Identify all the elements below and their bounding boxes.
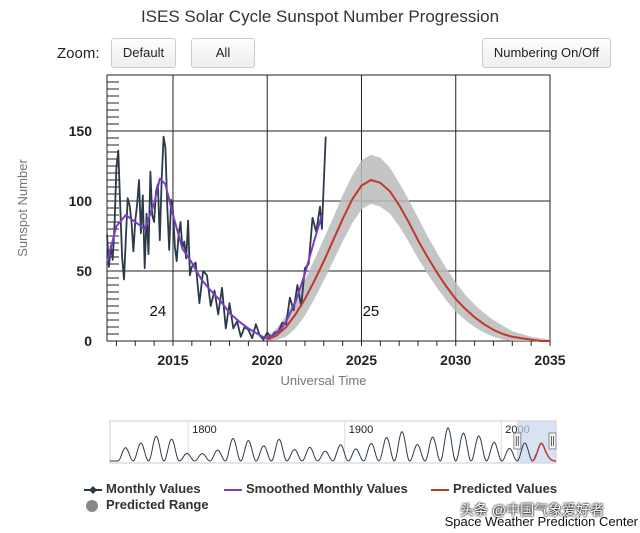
predicted-range-band <box>267 154 550 341</box>
legend-item-smoothed[interactable]: Smoothed Monthly Values <box>224 481 408 496</box>
smoothed-values-line <box>106 177 323 340</box>
axis-layer: 24 25 2015 2020 2025 2030 2035 0 50 100 150 Univers… <box>15 123 566 388</box>
navigator-tick-label: 1800 <box>192 424 216 436</box>
legend-range-label: Predicted Range <box>106 497 209 512</box>
navigator-right-handle[interactable] <box>548 432 557 450</box>
y-tick-label: 0 <box>84 333 92 349</box>
legend-predicted-line-icon <box>431 488 449 491</box>
y-tick-label: 100 <box>69 193 93 209</box>
watermark-text: 头条 @中国气象爱好者 <box>460 502 605 518</box>
legend-smoothed-label: Smoothed Monthly Values <box>246 481 408 496</box>
chart-title: ISES Solar Cycle Sunspot Number Progress… <box>140 7 500 26</box>
y-axis-title: Sunspot Number <box>15 159 30 257</box>
legend-item-monthly[interactable]: Monthly Values <box>84 481 201 496</box>
predicted-range-layer <box>267 154 550 341</box>
navigator-predicted-line <box>532 442 556 462</box>
chart-grid <box>106 74 551 342</box>
legend-monthly-marker-icon <box>84 485 102 494</box>
x-tick-label: 2015 <box>157 352 188 368</box>
navigator-panel: 180019002000 <box>109 420 557 464</box>
legend-range-circle-icon <box>86 499 98 512</box>
credit-text: Space Weather Prediction Center <box>444 514 638 529</box>
x-tick-label: 2020 <box>252 352 283 368</box>
legend-predicted-label: Predicted Values <box>453 481 558 496</box>
legend-item-predicted[interactable]: Predicted Values <box>431 481 557 496</box>
zoom-default-button[interactable]: Default <box>111 38 176 68</box>
legend-smoothed-line-icon <box>224 488 242 491</box>
y-tick-label: 150 <box>69 123 93 139</box>
navigator-left-handle[interactable] <box>513 432 522 450</box>
cycle-label: 24 <box>150 303 167 320</box>
zoom-label: Zoom: <box>57 45 100 62</box>
cycle-label: 25 <box>363 303 380 320</box>
y-tick-label: 50 <box>76 263 92 279</box>
monthly-values-line <box>106 135 327 341</box>
navigator-history-line <box>110 427 537 462</box>
legend-item-range[interactable]: Predicted Range <box>84 497 209 513</box>
predicted-values-line <box>266 179 550 342</box>
x-tick-label: 2035 <box>534 352 565 368</box>
numbering-toggle-button[interactable]: Numbering On/Off <box>482 38 611 68</box>
y-minor-ticks <box>107 74 551 346</box>
x-axis-title: Universal Time <box>281 373 367 388</box>
legend-monthly-label: Monthly Values <box>106 481 201 496</box>
zoom-all-button[interactable]: All <box>191 38 255 68</box>
series-layer <box>106 135 550 342</box>
x-tick-label: 2025 <box>346 352 377 368</box>
x-tick-label: 2030 <box>440 352 471 368</box>
navigator-tick-label: 1900 <box>349 424 373 436</box>
